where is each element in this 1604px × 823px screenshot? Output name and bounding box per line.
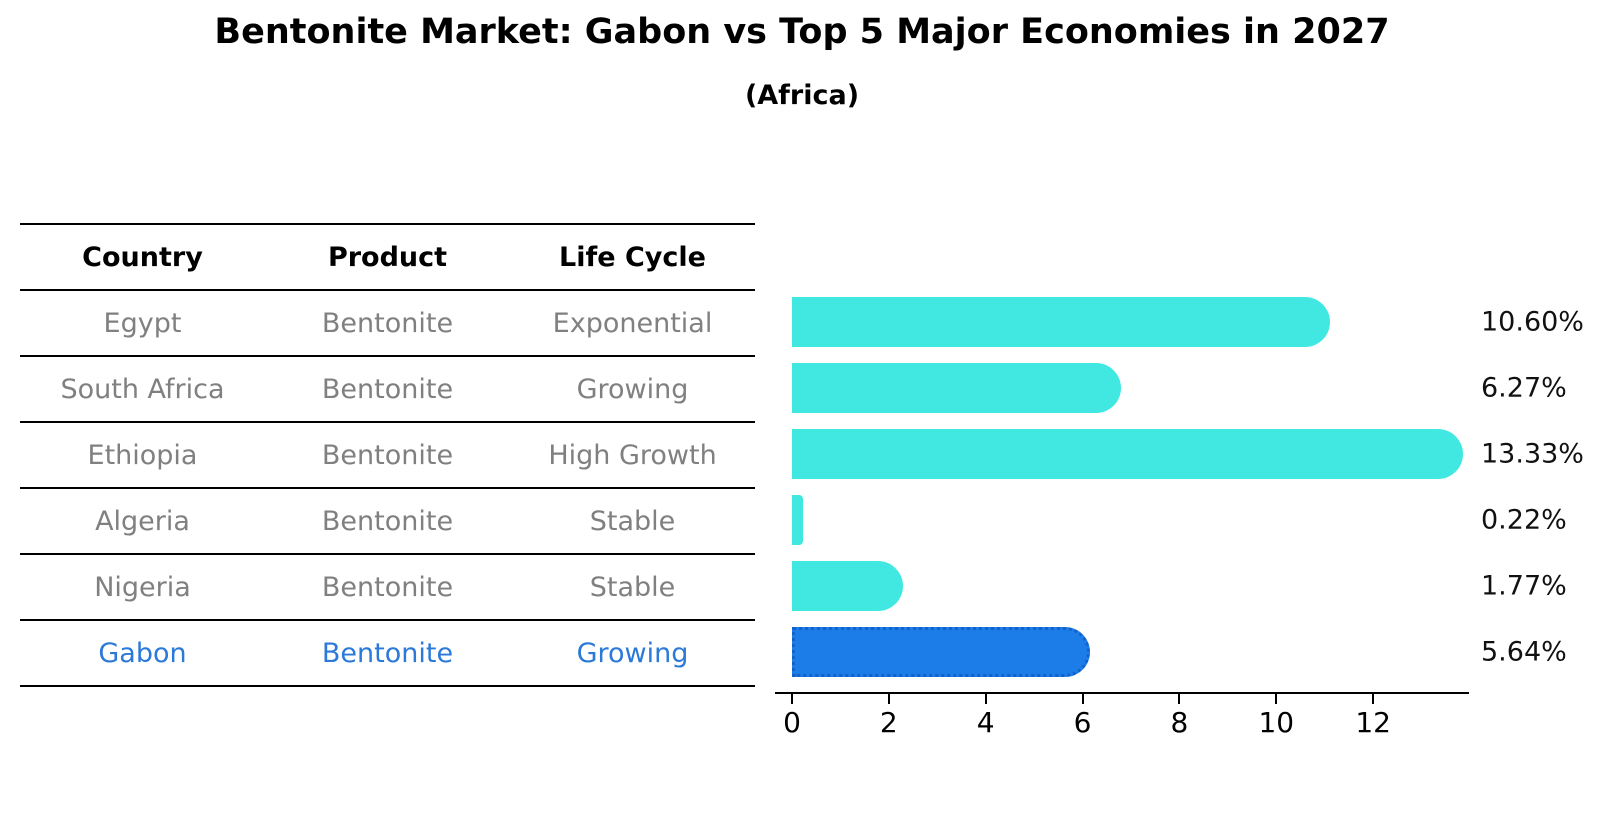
- bar-value-label: 1.77%: [1481, 570, 1567, 602]
- table-row: Ethiopia Bentonite High Growth: [20, 423, 755, 489]
- table-row: South Africa Bentonite Growing: [20, 357, 755, 423]
- bar-ethiopia: [792, 429, 1463, 479]
- table-cell-product: Bentonite: [321, 373, 454, 405]
- bar-algeria: [792, 495, 803, 545]
- table-row: Nigeria Bentonite Stable: [20, 555, 755, 621]
- x-tick: [1081, 694, 1084, 704]
- bar-value-label: 13.33%: [1481, 438, 1584, 470]
- table-row: Algeria Bentonite Stable: [20, 489, 755, 555]
- table-cell-country: Ethiopia: [87, 439, 198, 471]
- column-header-country: Country: [82, 241, 203, 273]
- x-tick-label: 12: [1355, 706, 1391, 739]
- x-tick-label: 10: [1258, 706, 1295, 739]
- bar-row: 1.77%: [792, 553, 1604, 619]
- table-body: Egypt Bentonite Exponential South Africa Ben…: [20, 291, 755, 687]
- table-row: Gabon Bentonite Growing: [20, 621, 755, 687]
- x-tick: [1178, 694, 1181, 704]
- x-tick: [984, 694, 987, 704]
- bar-south-africa: [792, 363, 1121, 413]
- table-cell-product: Bentonite: [321, 637, 454, 669]
- bar-highlight-gabon: [792, 627, 1091, 677]
- table-cell-country: Gabon: [98, 637, 187, 669]
- table-cell-product: Bentonite: [321, 505, 454, 537]
- x-axis: 0 2 4 6 8 10 12: [775, 692, 1475, 752]
- x-tick: [1372, 694, 1375, 704]
- table-cell-lifecycle: Stable: [589, 505, 676, 537]
- table-cell-lifecycle: Exponential: [552, 307, 713, 339]
- x-tick-label: 4: [976, 706, 995, 739]
- x-tick-label: 8: [1170, 706, 1189, 739]
- bar-row: 5.64%: [792, 619, 1604, 685]
- x-axis-line: [775, 692, 1469, 694]
- x-tick: [887, 694, 890, 704]
- bar-row: 6.27%: [792, 355, 1604, 421]
- table-row: Egypt Bentonite Exponential: [20, 291, 755, 357]
- column-header-product: Product: [327, 241, 448, 273]
- x-tick: [1275, 694, 1278, 704]
- x-tick-label: 0: [783, 706, 801, 739]
- table-cell-country: South Africa: [60, 373, 225, 405]
- chart-title: Bentonite Market: Gabon vs Top 5 Major E…: [214, 12, 1390, 52]
- table-cell-country: Nigeria: [94, 571, 191, 603]
- bar-value-label: 10.60%: [1481, 306, 1584, 338]
- bar-chart-area: 10.60% 6.27% 13.33% 0.22% 1.77% 5.64%: [792, 289, 1604, 685]
- table-cell-product: Bentonite: [321, 571, 454, 603]
- table-cell-lifecycle: Stable: [589, 571, 676, 603]
- x-tick-label: 6: [1073, 706, 1092, 739]
- bar-nigeria: [792, 561, 903, 611]
- bar-row: 13.33%: [792, 421, 1604, 487]
- x-tick: [791, 694, 793, 704]
- table-header-row: Country Product Life Cycle: [20, 223, 755, 291]
- column-header-lifecycle: Life Cycle: [559, 241, 706, 273]
- bar-row: 0.22%: [792, 487, 1604, 553]
- table-cell-country: Egypt: [103, 307, 182, 339]
- table-cell-product: Bentonite: [321, 439, 454, 471]
- table-cell-country: Algeria: [95, 505, 190, 537]
- table-cell-product: Bentonite: [321, 307, 454, 339]
- country-table: Country Product Life Cycle Egypt Bentonit…: [20, 223, 755, 687]
- table-cell-lifecycle: Growing: [576, 637, 689, 669]
- bar-value-label: 0.22%: [1481, 504, 1567, 536]
- bar-value-label: 5.64%: [1481, 636, 1567, 668]
- bar-row: 10.60%: [792, 289, 1604, 355]
- table-cell-lifecycle: High Growth: [548, 439, 717, 471]
- bar-egypt: [792, 297, 1331, 347]
- x-tick-label: 2: [879, 706, 898, 739]
- bar-value-label: 6.27%: [1481, 372, 1567, 404]
- table-cell-lifecycle: Growing: [576, 373, 689, 405]
- chart-subtitle: (Africa): [744, 80, 860, 111]
